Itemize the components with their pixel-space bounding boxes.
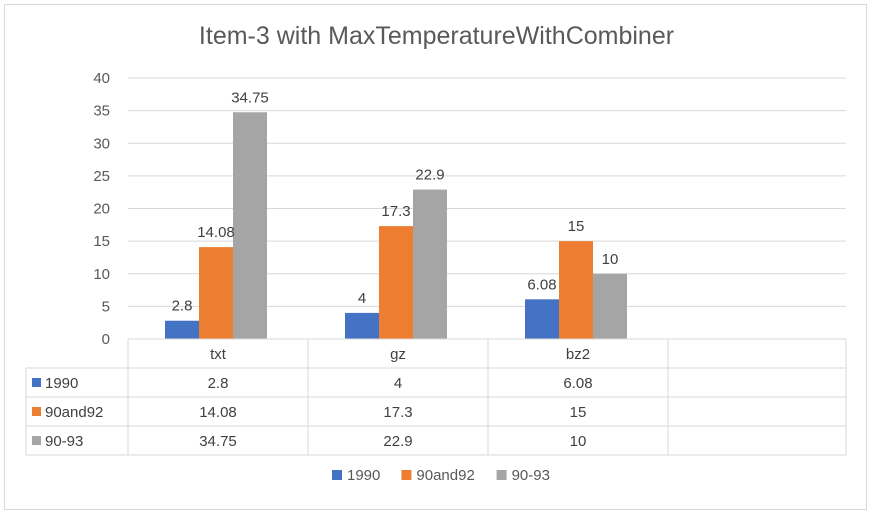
chart-title: Item-3 with MaxTemperatureWithCombiner [198, 22, 675, 50]
data-labels: 2.8 4 6.08 14.08 17.3 15 34.75 22.9 10 [172, 89, 619, 314]
data-label-bz2-1990: 6.08 [527, 276, 556, 293]
bar-bz2-90and92 [559, 241, 593, 339]
table-key-90-93 [32, 436, 41, 445]
legend-key-90-93 [496, 470, 507, 480]
bar-txt-90-93 [233, 112, 267, 339]
y-tick-label-35: 35 [93, 103, 110, 120]
y-tick-label-5: 5 [102, 298, 110, 315]
table-cell-90-93-txt: 34.75 [199, 433, 237, 450]
table-cell-90and92-bz2: 15 [570, 404, 587, 421]
bar-txt-90and92 [199, 247, 233, 339]
table-row-label-1990: 1990 [45, 375, 78, 392]
table-key-90and92 [32, 407, 41, 416]
bar-bz2-90-93 [593, 273, 627, 339]
table-cell-90and92-gz: 17.3 [383, 404, 412, 421]
table-row-label-90-93: 90-93 [45, 433, 83, 450]
bar-gz-1990 [345, 312, 379, 339]
category-label-gz: gz [390, 346, 406, 363]
y-tick-label-0: 0 [102, 331, 110, 348]
bars [165, 112, 627, 339]
y-axis-ticks: 0 5 10 15 20 25 30 35 40 [93, 70, 110, 348]
category-label-txt: txt [210, 346, 227, 363]
table-cell-1990-bz2: 6.08 [563, 375, 592, 392]
legend-label-90-93: 90-93 [512, 467, 550, 484]
data-label-gz-90-93: 22.9 [415, 167, 444, 184]
legend-label-1990: 1990 [347, 467, 380, 484]
bar-gz-90-93 [413, 189, 447, 339]
bar-gz-90and92 [379, 226, 413, 339]
y-tick-label-15: 15 [93, 233, 110, 250]
data-label-bz2-90-93: 10 [602, 251, 619, 268]
data-label-gz-1990: 4 [358, 290, 366, 307]
data-label-gz-90and92: 17.3 [381, 203, 410, 220]
y-tick-label-30: 30 [93, 135, 110, 152]
bar-txt-1990 [165, 320, 199, 339]
legend: 1990 90and92 90-93 [332, 467, 550, 484]
y-tick-label-25: 25 [93, 168, 110, 185]
table-cell-1990-txt: 2.8 [208, 375, 229, 392]
table-cell-1990-gz: 4 [394, 375, 402, 392]
legend-key-1990 [332, 470, 342, 480]
category-label-bz2: bz2 [566, 346, 590, 363]
data-label-txt-90-93: 34.75 [231, 89, 269, 106]
data-table: txt gz bz2 1990 2.8 4 6.08 90and92 14.08 17.3 15 90… [25, 338, 847, 456]
y-tick-label-10: 10 [93, 266, 110, 283]
legend-label-90and92: 90and92 [416, 467, 474, 484]
table-cell-90-93-bz2: 10 [570, 433, 587, 450]
data-label-txt-1990: 2.8 [172, 298, 193, 315]
table-key-1990 [32, 378, 41, 387]
y-tick-label-20: 20 [93, 201, 110, 218]
bar-bz2-1990 [525, 299, 559, 339]
table-cell-90-93-gz: 22.9 [383, 433, 412, 450]
table-row-label-90and92: 90and92 [45, 404, 103, 421]
data-label-txt-90and92: 14.08 [197, 224, 235, 241]
data-label-bz2-90and92: 15 [568, 218, 585, 235]
table-cell-90and92-txt: 14.08 [199, 404, 237, 421]
y-tick-label-40: 40 [93, 70, 110, 87]
legend-key-90and92 [401, 470, 412, 480]
